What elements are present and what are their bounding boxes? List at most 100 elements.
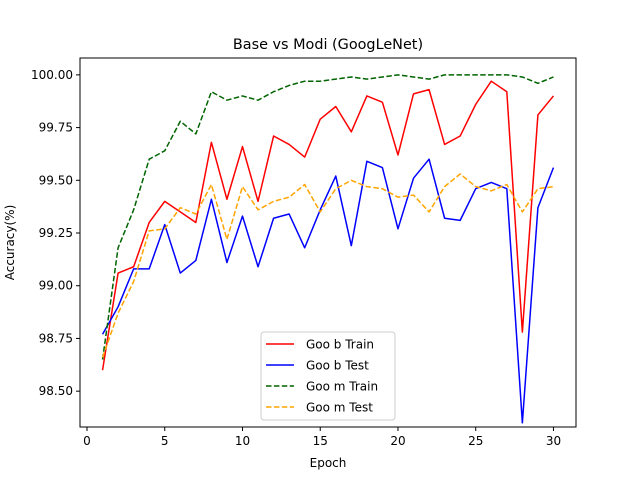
data-point-goo-m-train (522, 76, 524, 78)
x-tick-label: 30 (546, 434, 561, 448)
data-point-goo-m-test (273, 201, 275, 203)
data-point-goo-b-train (475, 104, 477, 106)
data-point-goo-b-test (335, 175, 337, 177)
y-ticks: 98.50 98.75 99.00 99.25 99.50 99.75 100.00 (31, 68, 80, 398)
data-point-goo-b-test (288, 213, 290, 215)
data-point-goo-m-test (553, 186, 555, 188)
data-point-goo-m-train (428, 78, 430, 80)
data-point-goo-b-test (242, 215, 244, 217)
data-point-goo-b-train (397, 154, 399, 156)
data-point-goo-b-train (102, 369, 104, 371)
data-point-goo-m-train (397, 74, 399, 76)
series-line-goo-m-train (101, 74, 554, 360)
data-point-goo-b-train (242, 146, 244, 148)
data-point-goo-b-test (366, 161, 368, 163)
legend-label-goo-b-train: Goo b Train (306, 338, 374, 352)
data-point-goo-m-test (490, 190, 492, 192)
data-point-goo-m-test (351, 179, 353, 181)
data-point-goo-m-train (226, 99, 228, 101)
data-point-goo-m-train (195, 133, 197, 135)
data-point-goo-m-test (288, 196, 290, 198)
data-point-goo-b-test (102, 333, 104, 335)
y-tick-label: 99.00 (39, 279, 73, 293)
data-point-goo-m-train (413, 76, 415, 78)
data-point-goo-m-train (335, 78, 337, 80)
data-point-goo-m-train (506, 74, 508, 76)
data-point-goo-b-test (553, 167, 555, 169)
data-point-goo-m-train (351, 76, 353, 78)
legend-box (260, 331, 396, 421)
data-point-goo-b-test (226, 262, 228, 264)
y-tick-label: 99.25 (39, 226, 73, 240)
data-point-goo-b-test (490, 182, 492, 184)
data-point-goo-m-test (195, 213, 197, 215)
x-axis-label: Epoch (310, 456, 347, 470)
data-point-goo-m-test (413, 194, 415, 196)
data-point-goo-b-train (459, 135, 461, 137)
data-point-goo-m-test (506, 184, 508, 186)
data-point-goo-m-test (304, 184, 306, 186)
data-point-goo-m-test (366, 186, 368, 188)
x-ticks: 0 5 10 15 20 25 30 (83, 427, 561, 448)
x-tick-label: 5 (161, 434, 169, 448)
y-tick-label: 98.75 (39, 331, 73, 345)
data-point-goo-b-train (382, 101, 384, 103)
data-point-goo-m-train (537, 83, 539, 85)
data-point-goo-b-train (211, 142, 213, 144)
data-point-goo-b-train (164, 201, 166, 203)
data-point-goo-b-train (444, 144, 446, 146)
data-point-goo-b-test (304, 247, 306, 249)
data-point-goo-m-train (319, 80, 321, 82)
y-tick-label: 98.50 (39, 384, 73, 398)
y-axis-label: Accuracy(%) (3, 205, 17, 281)
x-tick-label: 25 (468, 434, 483, 448)
data-point-goo-m-train (382, 76, 384, 78)
data-point-goo-m-test (102, 357, 104, 359)
data-point-goo-b-train (413, 93, 415, 95)
data-point-goo-b-test (459, 220, 461, 222)
data-point-goo-m-test (211, 184, 213, 186)
data-point-goo-m-train (148, 158, 150, 160)
data-point-goo-b-test (148, 268, 150, 270)
data-point-goo-m-test (226, 239, 228, 241)
data-point-goo-m-test (179, 207, 181, 209)
data-point-goo-m-test (242, 186, 244, 188)
data-point-goo-b-train (226, 198, 228, 200)
data-point-goo-m-test (164, 228, 166, 230)
y-tick-label: 100.00 (31, 68, 73, 82)
legend-label-goo-m-test: Goo m Test (306, 401, 373, 415)
data-point-goo-m-test (382, 188, 384, 190)
data-point-goo-m-test (537, 188, 539, 190)
data-point-goo-m-test (459, 173, 461, 175)
data-point-goo-m-test (319, 211, 321, 213)
data-point-goo-b-test (522, 422, 524, 424)
data-point-goo-b-train (273, 135, 275, 137)
data-point-goo-b-test (195, 260, 197, 262)
data-point-goo-b-test (133, 268, 135, 270)
data-point-goo-m-test (117, 312, 119, 314)
data-point-goo-m-test (475, 186, 477, 188)
x-tick-label: 20 (390, 434, 405, 448)
data-point-goo-m-test (397, 196, 399, 198)
series-line-goo-b-train (101, 80, 555, 371)
x-tick-label: 10 (235, 434, 250, 448)
data-point-goo-b-test (428, 158, 430, 160)
legend: Goo b Train Goo b Test Goo m Train Goo m Te… (260, 331, 396, 421)
data-point-goo-b-train (335, 106, 337, 108)
data-point-goo-b-train (179, 211, 181, 213)
data-point-goo-b-test (537, 207, 539, 209)
data-point-goo-m-train (211, 91, 213, 93)
data-point-goo-b-test (397, 228, 399, 230)
data-point-goo-b-train (133, 266, 135, 268)
data-point-goo-b-train (195, 222, 197, 224)
data-point-goo-m-test (148, 230, 150, 232)
series-line-goo-m-test (101, 173, 554, 358)
data-point-goo-b-test (211, 198, 213, 200)
data-point-goo-b-train (288, 144, 290, 146)
data-point-goo-m-test (444, 186, 446, 188)
data-point-goo-b-train (148, 222, 150, 224)
data-point-goo-b-test (382, 167, 384, 169)
data-point-goo-b-test (164, 224, 166, 226)
data-point-goo-m-train (553, 76, 555, 78)
data-point-goo-m-train (459, 74, 461, 76)
